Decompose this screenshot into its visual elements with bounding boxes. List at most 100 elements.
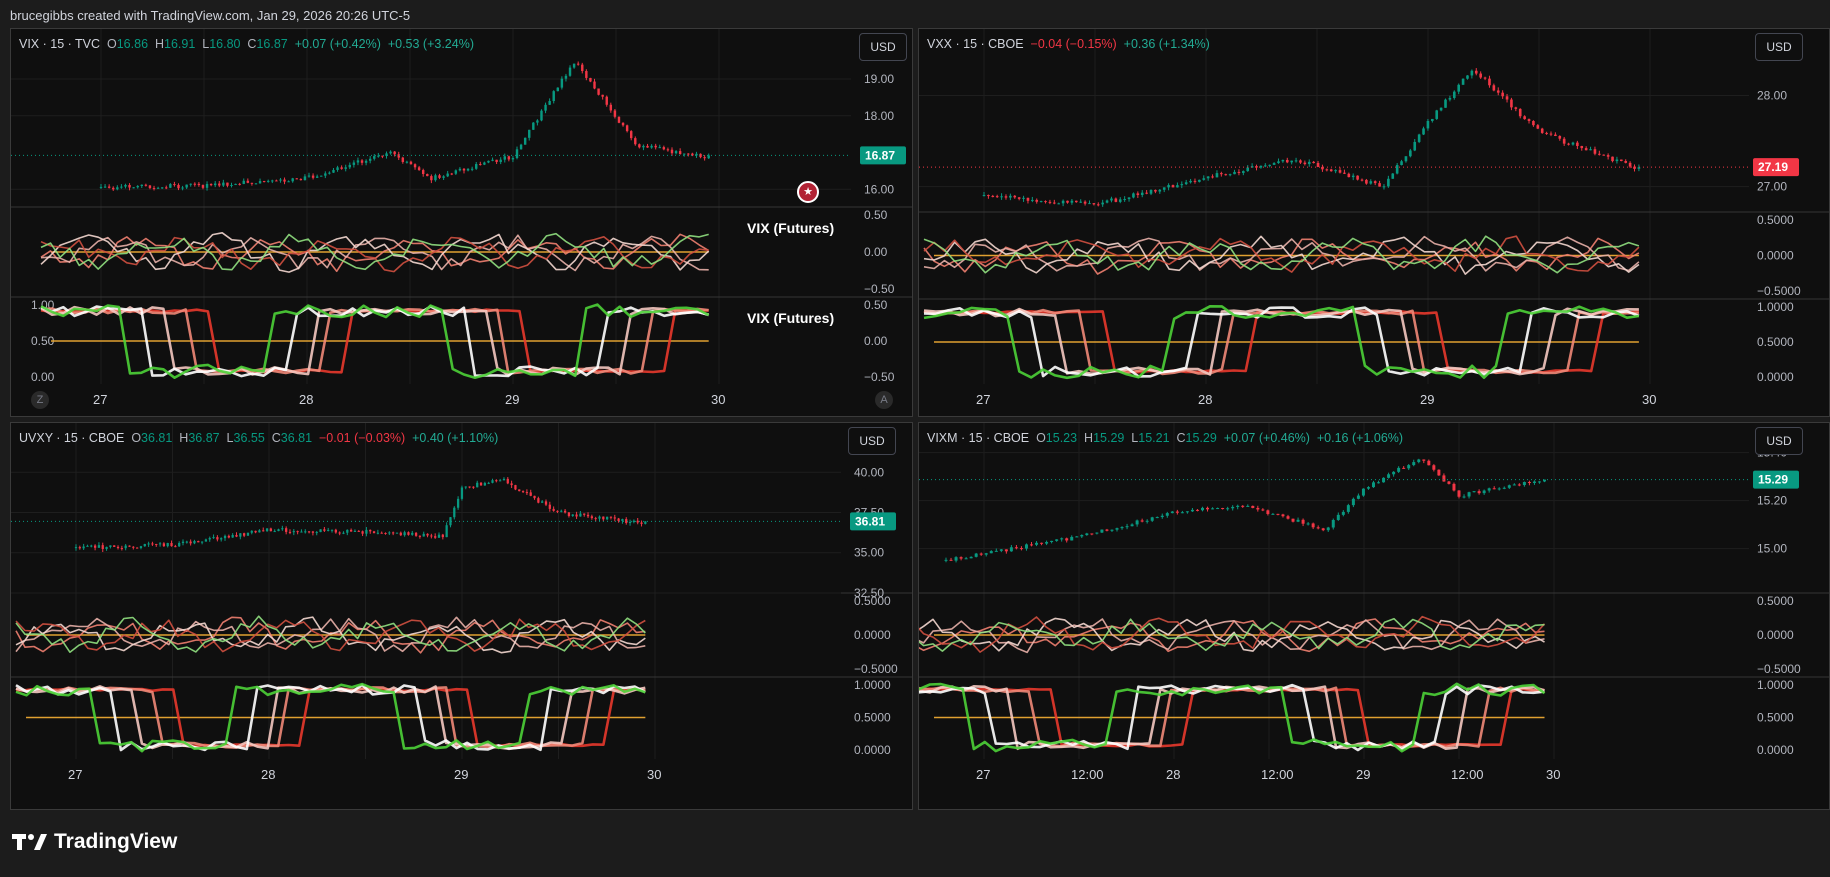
chart-panel-uvxy[interactable]: 40.0037.5035.0032.5036.810.50000.0000−0.…	[10, 422, 913, 810]
zoom-icon[interactable]: Z	[31, 391, 49, 409]
osc-tick-label: −0.5000	[1757, 662, 1801, 676]
candle-body	[605, 516, 609, 520]
candle-body	[1180, 512, 1184, 514]
x-tick-label: 29	[454, 767, 468, 782]
candle-body	[1321, 166, 1324, 170]
chart-panel-vixm[interactable]: 15.4015.2015.0015.290.50000.0000−0.50001…	[918, 422, 1830, 810]
candle-body	[407, 532, 410, 535]
candle-body	[1444, 99, 1447, 108]
currency-button[interactable]: USD	[1755, 427, 1803, 455]
candle-body	[334, 529, 337, 533]
candle-body	[1080, 535, 1084, 537]
candle-body	[173, 184, 176, 186]
candle-body	[969, 556, 973, 559]
us-flag-icon[interactable]: ★	[797, 181, 819, 203]
osc-label: VIX (Futures)	[747, 310, 834, 326]
candle-body	[1514, 107, 1518, 109]
currency-button[interactable]: USD	[848, 427, 896, 455]
candle-body	[1336, 514, 1340, 520]
candle-body	[1452, 483, 1456, 491]
legend-change-day: +0.36 (+1.34%)	[1123, 37, 1210, 51]
candle-body	[1633, 166, 1636, 169]
candle-body	[1387, 474, 1391, 478]
candle-body	[1285, 159, 1289, 163]
auto-scale-icon[interactable]: A	[875, 391, 893, 409]
osc-line	[40, 234, 709, 272]
osc-line	[15, 682, 646, 753]
candle-body	[1040, 542, 1044, 544]
candle-body	[1316, 162, 1320, 167]
candle-body	[464, 486, 467, 488]
candle-body	[78, 547, 81, 549]
candle-body	[1301, 519, 1305, 524]
candle-body	[1145, 520, 1149, 522]
x-tick-label: 27	[68, 767, 82, 782]
candle-body	[483, 162, 486, 165]
candle-body	[518, 489, 521, 492]
candle-body	[227, 535, 230, 538]
candle-body	[250, 182, 254, 184]
candle-body	[499, 159, 502, 162]
candle-body	[166, 543, 169, 547]
osc-tick-label: 0.5000	[1757, 213, 1794, 227]
osc-line	[40, 303, 710, 379]
candle-body	[1149, 189, 1153, 194]
candle-body	[128, 545, 131, 547]
candle-body	[638, 144, 641, 148]
candle-body	[285, 528, 288, 532]
legend-vxx: VXX · 15 · CBOE −0.04 (−0.15%) +0.36 (+1…	[927, 37, 1210, 51]
tradingview-brand[interactable]: TradingView	[12, 830, 177, 854]
candle-body	[644, 521, 647, 524]
candle-body	[468, 486, 471, 488]
candle-body	[1135, 520, 1139, 525]
candle-body	[1467, 492, 1471, 497]
candle-body	[372, 531, 376, 534]
osc-tick-label: 0.0000	[854, 743, 891, 757]
candle-body	[283, 179, 286, 182]
candle-body	[1448, 97, 1452, 100]
candle-body	[1261, 509, 1265, 511]
candle-body	[74, 547, 78, 549]
legend-change-day: +0.16 (+1.06%)	[1316, 431, 1404, 445]
osc-line	[923, 306, 1640, 378]
candle-body	[409, 161, 413, 165]
candle-body	[277, 529, 280, 532]
currency-button[interactable]: USD	[1755, 33, 1803, 61]
candle-body	[143, 544, 146, 547]
currency-button[interactable]: USD	[859, 33, 907, 61]
candle-body	[327, 529, 330, 531]
candle-body	[556, 510, 559, 512]
candle-body	[1291, 518, 1295, 522]
chart-canvas-vix[interactable]: 19.00 18.00 16.00 16.87 0.50 0.00 −0.50 VIX (Fu…	[11, 29, 912, 416]
candle-body	[521, 491, 525, 493]
candle-body	[411, 532, 414, 535]
chart-canvas-vixm[interactable]: 15.4015.2015.0015.290.50000.0000−0.50001…	[919, 423, 1829, 809]
candle-body	[160, 187, 164, 189]
chart-canvas-vxx[interactable]: 28.00 27.00 27.19 0.5000 0.0000 −0.5000 1.0000…	[919, 29, 1829, 416]
legend-close: 16.87	[256, 37, 288, 51]
candle-body	[646, 145, 649, 148]
candle-body	[1507, 485, 1511, 488]
legend-change-day: +0.53 (+3.24%)	[387, 37, 474, 51]
candle-body	[548, 101, 551, 105]
candle-body	[1482, 490, 1486, 494]
candle-body	[629, 131, 633, 139]
candle-body	[1407, 465, 1411, 469]
candle-body	[1311, 523, 1315, 528]
candle-body	[1101, 202, 1104, 205]
candle-body	[392, 532, 395, 534]
chart-canvas-uvxy[interactable]: 40.0037.5035.0032.5036.810.50000.0000−0.…	[11, 423, 912, 809]
candle-body	[1549, 133, 1553, 135]
chart-panel-vix[interactable]: 19.00 18.00 16.00 16.87 0.50 0.00 −0.50 VIX (Fu…	[10, 28, 913, 417]
candle-body	[1624, 161, 1628, 163]
chart-panel-vxx[interactable]: 28.00 27.00 27.19 0.5000 0.0000 −0.5000 1.0000…	[918, 28, 1830, 417]
candle-body	[1095, 532, 1099, 534]
x-tick-label: 29	[1420, 392, 1434, 407]
candle-body	[275, 180, 278, 182]
candle-body	[340, 167, 343, 169]
candle-body	[1321, 528, 1325, 531]
osc-tick-label: 0.50	[864, 298, 888, 312]
candle-body	[90, 545, 93, 547]
candle-body	[381, 155, 384, 157]
candle-body	[1035, 199, 1039, 202]
